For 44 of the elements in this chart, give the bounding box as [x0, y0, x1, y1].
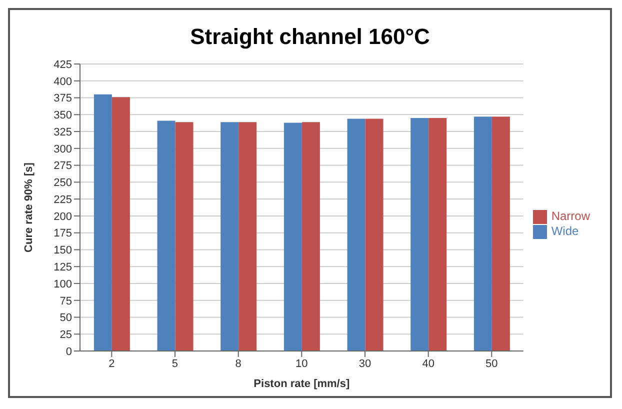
bar [410, 118, 429, 351]
y-tick-label: 125 [54, 261, 72, 274]
bar [347, 118, 366, 351]
bar [112, 97, 130, 351]
x-tick-label: 8 [235, 358, 242, 370]
y-tick-label: 50 [60, 312, 72, 324]
x-tick-label: 10 [296, 358, 308, 370]
y-tick-label: 75 [60, 295, 72, 308]
y-tick-label: 200 [54, 210, 72, 223]
bar [365, 118, 384, 351]
y-tick-label: 250 [54, 177, 72, 190]
bar [238, 122, 257, 351]
y-tick-label: 225 [54, 194, 72, 206]
bar [175, 122, 194, 351]
y-tick-label: 300 [54, 143, 72, 156]
y-tick-label: 150 [54, 244, 72, 257]
y-tick-label: 400 [54, 76, 72, 88]
bar [428, 118, 447, 351]
y-tick-label: 350 [54, 110, 72, 122]
y-tick-label: 100 [54, 278, 72, 290]
x-tick-label: 50 [486, 358, 498, 370]
bar [302, 122, 320, 351]
y-tick-label: 375 [54, 92, 72, 105]
x-tick-label: 30 [358, 358, 372, 370]
bar [474, 116, 492, 351]
bar [492, 116, 510, 351]
x-tick-label: 5 [172, 358, 178, 370]
y-tick-label: 0 [66, 346, 72, 358]
bar [94, 94, 112, 351]
y-tick-label: 325 [54, 126, 72, 138]
y-axis-title: Cure rate 90% [s] [22, 162, 35, 252]
x-tick-label: 2 [108, 358, 115, 370]
bar [157, 120, 176, 351]
legend-label: Wide [551, 224, 579, 238]
y-tick-label: 175 [54, 228, 72, 240]
y-tick-label: 425 [54, 58, 72, 71]
y-tick-label: 25 [60, 329, 72, 342]
y-tick-label: 275 [54, 160, 72, 172]
bar [220, 122, 239, 351]
bar [284, 122, 302, 351]
chart-title: Straight channel 160°C [189, 24, 431, 51]
x-tick-label: 40 [422, 358, 434, 370]
x-axis-title: Piston rate [mm/s] [254, 378, 350, 390]
legend-label: Narrow [551, 209, 590, 224]
